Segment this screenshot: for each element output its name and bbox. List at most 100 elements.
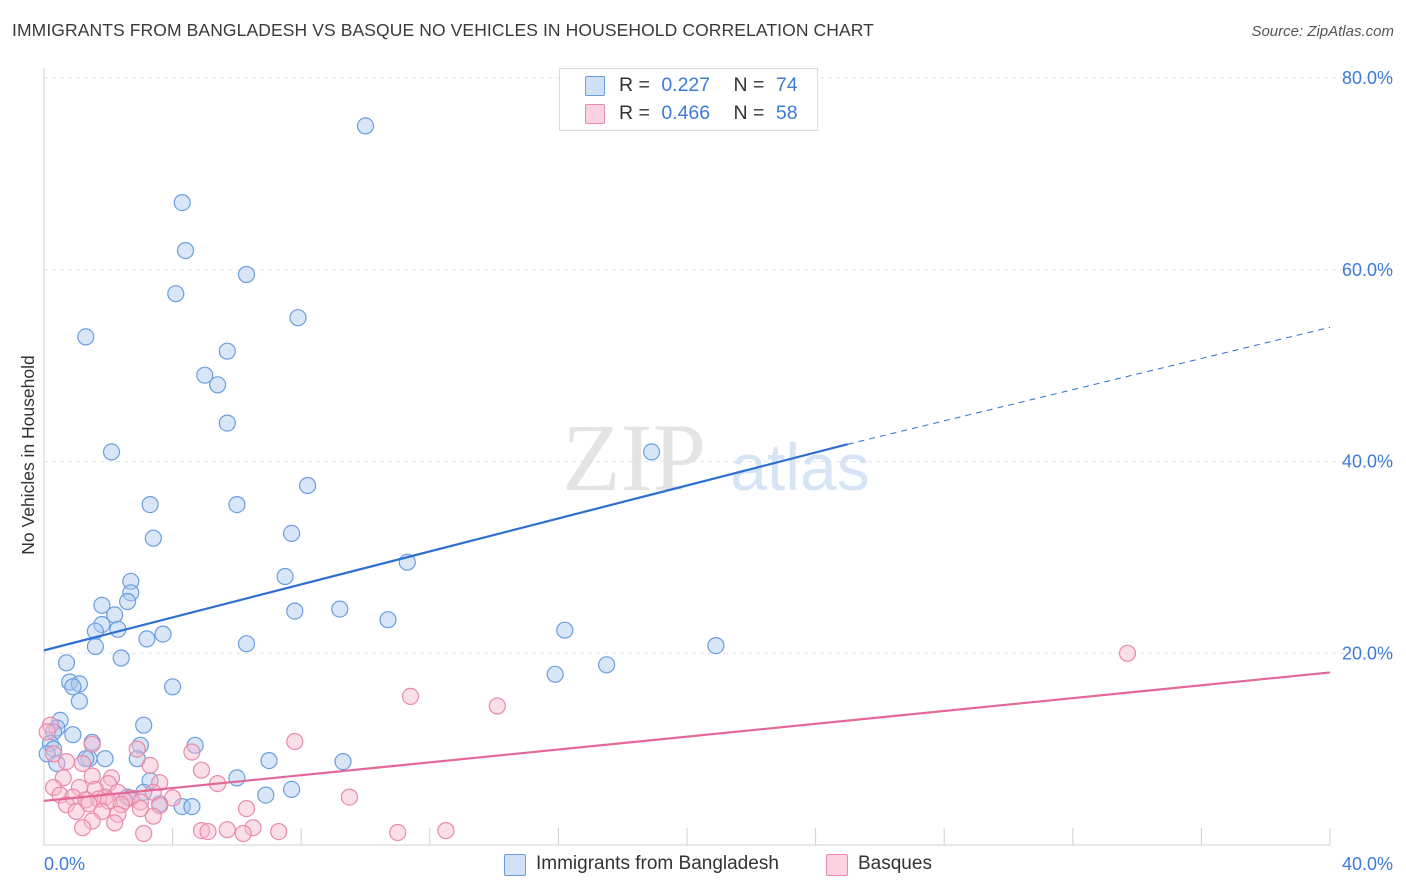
point-basques — [234, 824, 252, 843]
point-basques — [73, 754, 92, 773]
point-bangladesh — [173, 194, 191, 212]
point-bangladesh — [154, 625, 172, 643]
point-basques — [286, 732, 304, 751]
point-bangladesh — [379, 611, 397, 629]
point-bangladesh — [118, 592, 137, 611]
point-basques — [141, 756, 159, 775]
point-basques — [244, 819, 262, 837]
point-bangladesh — [77, 328, 95, 346]
point-basques — [151, 774, 169, 792]
point-basques — [164, 789, 182, 807]
point-basques — [83, 735, 101, 753]
bottom-legend-label-bangladesh: Immigrants from Bangladesh — [536, 853, 779, 874]
x-tick-label: 0.0% — [44, 854, 85, 874]
legend-n-value-bangladesh: 74 — [775, 74, 798, 96]
y-tick-label: 20.0% — [1342, 643, 1393, 663]
point-bangladesh — [642, 443, 661, 461]
point-bangladesh — [237, 265, 256, 284]
point-basques — [340, 788, 358, 806]
legend-r-value-bangladesh: 0.227 — [661, 74, 711, 96]
point-basques — [199, 822, 217, 841]
point-basques — [270, 822, 288, 841]
trend-extension-bangladesh — [847, 326, 1331, 445]
point-bangladesh — [135, 716, 153, 734]
point-basques — [218, 821, 236, 839]
point-bangladesh — [556, 621, 574, 639]
point-basques — [83, 812, 101, 830]
trend-lines — [43, 326, 1331, 802]
bottom-legend-label-basques: Basques — [858, 853, 932, 874]
point-bangladesh — [106, 606, 124, 624]
point-bangladesh — [144, 529, 162, 547]
point-bangladesh — [93, 615, 111, 634]
point-bangladesh — [286, 602, 304, 620]
point-basques — [73, 819, 92, 837]
point-basques — [144, 807, 162, 825]
correlation-legend: R = 0.227 N = 74 R = 0.466 N = 58 — [559, 68, 818, 131]
point-bangladesh — [260, 751, 278, 770]
legend-r-label: R = — [619, 74, 650, 96]
point-bangladesh — [228, 496, 246, 514]
y-tick-label: 80.0% — [1342, 68, 1393, 88]
point-basques — [192, 761, 211, 779]
point-bangladesh — [138, 630, 156, 648]
point-basques — [131, 793, 149, 811]
point-bangladesh — [86, 637, 105, 656]
point-basques — [151, 797, 169, 815]
legend-n-label: N = — [733, 74, 765, 96]
axis-labels: 20.0% 40.0% 60.0% 80.0% 0.0% 40.0% No Vehicles… — [18, 68, 1393, 874]
point-bangladesh — [257, 786, 275, 804]
legend-text-bangladesh: R = 0.227 N = 74 — [619, 72, 798, 98]
point-bangladesh — [93, 596, 111, 614]
point-bangladesh — [112, 649, 130, 667]
point-bangladesh — [218, 414, 236, 432]
chart-title: IMMIGRANTS FROM BANGLADESH VS BASQUE NO … — [12, 20, 874, 40]
point-basques — [44, 745, 63, 763]
axes — [43, 68, 1331, 846]
point-bangladesh — [707, 636, 725, 655]
trend-line-basques — [43, 671, 1331, 802]
bottom-legend-swatch-pink — [826, 854, 848, 876]
x-tick-label: 40.0% — [1342, 854, 1393, 874]
point-bangladesh — [196, 366, 214, 384]
point-basques — [128, 740, 146, 758]
point-bangladesh — [237, 635, 256, 653]
point-bangladesh — [356, 117, 375, 135]
point-bangladesh — [57, 654, 76, 672]
legend-swatch-blue — [585, 76, 605, 96]
point-bangladesh — [228, 769, 246, 787]
gridlines — [44, 77, 1392, 654]
point-basques — [57, 796, 76, 814]
watermark-zip: ZIP — [562, 404, 706, 511]
series-bangladesh-points — [38, 117, 725, 816]
point-basques — [38, 723, 56, 741]
source-label: Source: ZipAtlas.com — [1251, 23, 1394, 40]
point-basques — [83, 767, 101, 785]
point-basques — [67, 802, 85, 821]
bottom-legend-swatch-blue — [504, 854, 526, 876]
legend-r-value-basques: 0.466 — [661, 102, 711, 124]
point-bangladesh — [546, 665, 564, 683]
point-basques — [183, 743, 201, 761]
point-basques — [131, 799, 149, 818]
point-bangladesh — [96, 750, 114, 768]
legend-swatch-pink — [585, 104, 605, 124]
point-basques — [389, 823, 407, 842]
point-bangladesh — [141, 496, 159, 514]
point-bangladesh — [77, 750, 95, 768]
point-basques — [57, 752, 76, 771]
legend-n-value-basques: 58 — [775, 102, 798, 124]
point-bangladesh — [64, 678, 82, 696]
point-bangladesh — [64, 726, 82, 744]
point-basques — [488, 697, 506, 715]
watermark-atlas: atlas — [730, 430, 869, 504]
point-basques — [1118, 644, 1137, 662]
point-basques — [112, 796, 130, 814]
point-bangladesh — [102, 443, 121, 461]
point-bangladesh — [283, 524, 301, 543]
point-bangladesh — [209, 376, 227, 394]
y-tick-label: 40.0% — [1342, 452, 1393, 472]
y-tick-label: 60.0% — [1342, 260, 1393, 280]
point-bangladesh — [164, 678, 182, 696]
watermark: ZIP atlas — [562, 404, 870, 511]
